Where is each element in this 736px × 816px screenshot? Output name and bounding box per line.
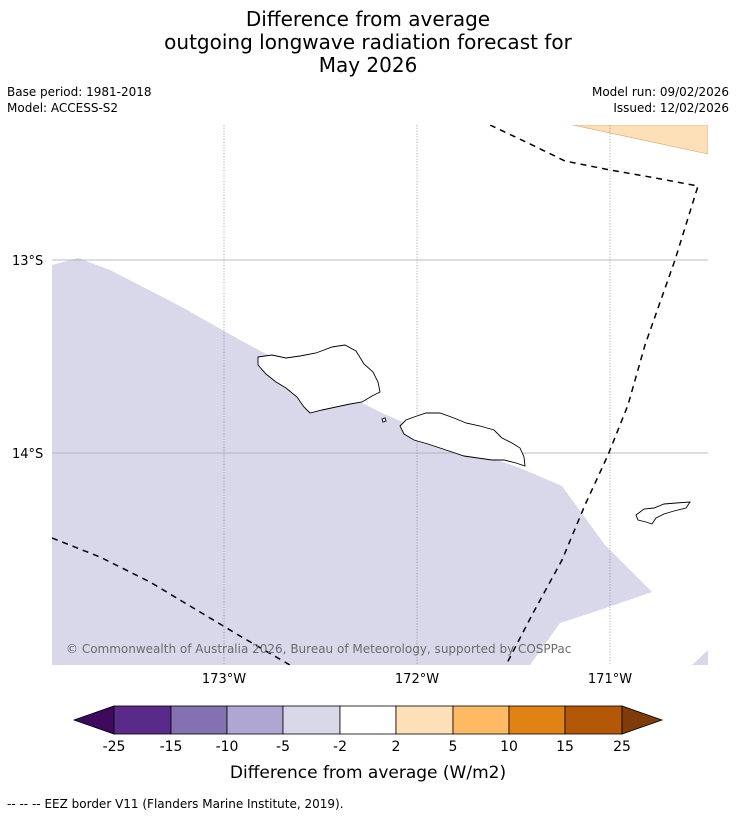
colorbar-tick-label: 2 <box>392 739 401 755</box>
eez-legend-symbol: -- -- -- <box>7 797 41 811</box>
model-run: Model run: 09/02/2026 <box>591 85 729 99</box>
colorbar-extend-min <box>72 705 115 735</box>
chart-title: Difference from average outgoing longwav… <box>0 8 736 77</box>
colorbar-bin-7 <box>452 705 510 735</box>
meta-left: Base period: 1981-2018 Model: ACCESS-S2 <box>7 84 152 116</box>
issued-date: Issued: 12/02/2026 <box>613 101 729 115</box>
colorbar-tick-label: -25 <box>103 739 126 755</box>
anomaly-region-negative <box>52 258 652 665</box>
eez-legend-text: EEZ border V11 (Flanders Marine Institut… <box>44 797 344 811</box>
colorbar-tick-label: -5 <box>276 739 290 755</box>
colorbar: -25 -15 -10 -5 -2 2 5 10 15 25 Differenc… <box>72 705 664 783</box>
lat-label-14s: 14°S <box>12 447 43 462</box>
lon-label-171w: 171°W <box>588 672 632 687</box>
island-savaii <box>257 344 381 414</box>
title-line-2: outgoing longwave radiation forecast for <box>164 30 572 54</box>
eez-borders <box>52 125 699 665</box>
model-name: Model: ACCESS-S2 <box>7 101 119 115</box>
graticule <box>52 125 708 665</box>
meta-right: Model run: 09/02/2026 Issued: 12/02/2026 <box>592 84 729 116</box>
lon-label-173w: 173°W <box>202 672 246 687</box>
colorbar-bin-3 <box>226 705 284 735</box>
colorbar-bin-5 <box>339 705 397 735</box>
colorbar-tick-label: 25 <box>613 739 631 755</box>
coastlines <box>257 344 691 525</box>
colorbar-tick-label: 10 <box>500 739 518 755</box>
colorbar-tick-label: -2 <box>333 739 347 755</box>
colorbar-ticks: -25 -15 -10 -5 -2 2 5 10 15 25 <box>103 739 631 755</box>
colorbar-bin-9 <box>564 705 623 735</box>
colorbar-tick-label: 15 <box>556 739 574 755</box>
island-tutuila <box>635 501 691 525</box>
anomaly-region-positive <box>572 125 708 155</box>
colorbar-bin-2 <box>170 705 228 735</box>
colorbar-label: Difference from average (W/m2) <box>230 763 506 783</box>
colorbar-bin-6 <box>395 705 454 735</box>
lat-label-13s: 13°S <box>12 254 43 269</box>
colorbar-extend-max <box>621 705 664 735</box>
colorbar-bin-1 <box>113 705 172 735</box>
base-period: Base period: 1981-2018 <box>7 85 152 99</box>
copyright-notice: © Commonwealth of Australia 2026, Bureau… <box>66 642 571 656</box>
eez-border-south-west <box>52 537 291 665</box>
colorbar-bin-4 <box>282 705 341 735</box>
lon-label-172w: 172°W <box>395 672 439 687</box>
anomaly-region-negative-corner <box>692 650 708 665</box>
eez-border-north-east <box>489 125 699 665</box>
colorbar-tick-label: -15 <box>160 739 183 755</box>
colorbar-tick-label: 5 <box>449 739 458 755</box>
map-area: © Commonwealth of Australia 2026, Bureau… <box>52 125 708 665</box>
colorbar-tick-label: -10 <box>216 739 239 755</box>
colorbar-bin-8 <box>508 705 566 735</box>
footer-legend: -- -- -- EEZ border V11 (Flanders Marine… <box>7 797 344 811</box>
island-manono <box>381 417 387 423</box>
title-line-1: Difference from average <box>245 7 491 31</box>
island-upolu <box>399 412 526 467</box>
title-line-3: May 2026 <box>318 53 418 77</box>
